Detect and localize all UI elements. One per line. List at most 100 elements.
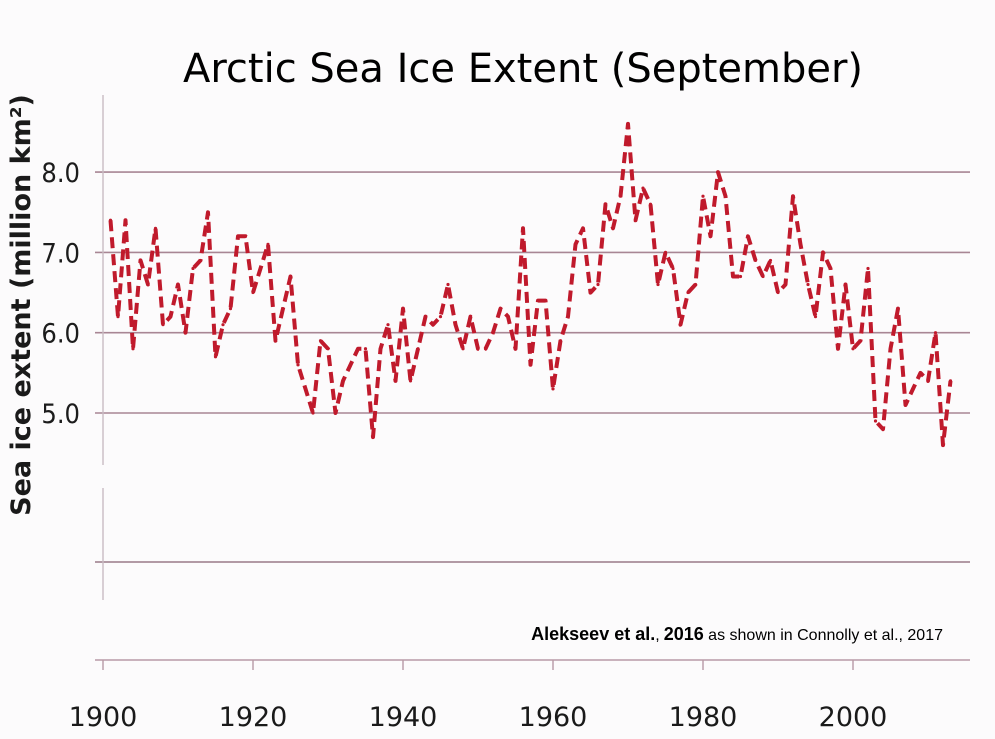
data-point-1997 bbox=[828, 266, 833, 271]
data-point-1987 bbox=[753, 258, 758, 263]
data-point-1971 bbox=[633, 218, 638, 222]
data-point-1949 bbox=[468, 315, 473, 319]
data-point-1924 bbox=[281, 307, 285, 311]
data-point-1912 bbox=[191, 266, 195, 271]
data-point-1948 bbox=[461, 347, 465, 351]
data-point-1973 bbox=[648, 202, 653, 206]
data-point-1901 bbox=[108, 218, 113, 222]
data-point-2001 bbox=[858, 339, 863, 343]
y-tick-label-5.0: 5.0 bbox=[41, 399, 80, 430]
data-point-2013 bbox=[948, 379, 953, 383]
data-point-1913 bbox=[198, 258, 203, 263]
data-point-1923 bbox=[273, 339, 278, 343]
data-point-1941 bbox=[408, 379, 413, 383]
data-point-1984 bbox=[731, 274, 735, 279]
data-point-1911 bbox=[183, 331, 188, 335]
data-point-1938 bbox=[386, 323, 390, 327]
data-point-1916 bbox=[221, 323, 225, 327]
data-point-1944 bbox=[431, 323, 435, 327]
data-point-1968 bbox=[611, 226, 615, 230]
data-point-1905 bbox=[138, 258, 143, 263]
y-axis-label: Sea ice extent (million km²) bbox=[6, 94, 37, 516]
citation-source: as shown in Connolly et al., 2017 bbox=[704, 627, 943, 644]
data-point-2000 bbox=[851, 347, 855, 351]
data-point-1981 bbox=[708, 234, 713, 238]
citation-bold-authors: Alekseev et al. bbox=[531, 624, 655, 644]
data-point-2008 bbox=[911, 387, 915, 391]
data-point-1908 bbox=[161, 323, 165, 327]
y-tick-label-6.0: 6.0 bbox=[41, 319, 80, 350]
data-point-1921 bbox=[258, 266, 263, 271]
data-point-1983 bbox=[723, 194, 728, 198]
data-point-1962 bbox=[566, 315, 570, 319]
data-series bbox=[108, 121, 953, 448]
data-point-1936 bbox=[371, 435, 375, 439]
data-point-1939 bbox=[393, 379, 398, 383]
citation-bold-year: 2016 bbox=[664, 624, 704, 644]
data-point-1958 bbox=[536, 298, 540, 303]
data-point-2011 bbox=[933, 331, 938, 335]
y-tick-label-7.0: 7.0 bbox=[41, 238, 80, 269]
data-point-1904 bbox=[131, 347, 135, 351]
data-point-1928 bbox=[311, 411, 315, 415]
data-point-1918 bbox=[236, 234, 240, 238]
data-point-1977 bbox=[678, 323, 683, 327]
data-point-1932 bbox=[341, 379, 345, 383]
data-point-1999 bbox=[843, 282, 848, 287]
data-point-1933 bbox=[348, 363, 353, 367]
data-point-1946 bbox=[446, 282, 450, 287]
data-point-1967 bbox=[603, 202, 608, 206]
data-point-1951 bbox=[483, 347, 488, 351]
data-point-2004 bbox=[881, 427, 885, 431]
data-point-1929 bbox=[318, 339, 323, 343]
data-point-2006 bbox=[896, 307, 900, 311]
data-point-1937 bbox=[378, 347, 383, 351]
data-point-1917 bbox=[228, 307, 233, 311]
data-point-2002 bbox=[866, 266, 870, 271]
data-point-1976 bbox=[671, 266, 675, 271]
data-point-1927 bbox=[303, 387, 308, 391]
x-tick-label-1960: 1960 bbox=[519, 702, 588, 733]
data-point-1957 bbox=[528, 363, 533, 367]
data-point-1942 bbox=[416, 347, 420, 351]
data-point-1961 bbox=[558, 339, 563, 343]
data-point-1902 bbox=[116, 315, 120, 319]
data-point-1959 bbox=[543, 298, 548, 303]
data-point-1988 bbox=[761, 274, 765, 279]
data-point-1914 bbox=[206, 210, 210, 214]
data-point-1966 bbox=[596, 282, 600, 287]
data-point-1965 bbox=[588, 290, 593, 295]
data-point-1906 bbox=[146, 282, 150, 287]
data-point-2003 bbox=[873, 419, 878, 423]
data-point-1992 bbox=[791, 194, 795, 198]
data-point-2007 bbox=[903, 403, 908, 407]
data-point-1953 bbox=[498, 307, 503, 311]
data-point-1903 bbox=[123, 218, 128, 222]
axes bbox=[95, 95, 970, 670]
data-point-1930 bbox=[326, 347, 330, 351]
data-point-1922 bbox=[266, 242, 270, 246]
data-point-1996 bbox=[821, 250, 825, 254]
data-point-1970 bbox=[626, 122, 630, 126]
data-point-1963 bbox=[573, 242, 578, 246]
data-point-1947 bbox=[453, 323, 458, 327]
data-point-1915 bbox=[213, 355, 218, 359]
data-point-1935 bbox=[363, 347, 368, 351]
data-point-1994 bbox=[806, 282, 810, 287]
data-point-1995 bbox=[813, 315, 818, 319]
data-point-1956 bbox=[521, 226, 525, 230]
data-point-1979 bbox=[693, 282, 698, 287]
data-point-1972 bbox=[641, 186, 645, 190]
data-point-1919 bbox=[243, 234, 248, 238]
x-tick-label-1940: 1940 bbox=[369, 702, 438, 733]
data-point-1907 bbox=[153, 226, 158, 230]
data-point-1964 bbox=[581, 226, 585, 230]
data-point-1980 bbox=[701, 194, 705, 198]
chart-title: Arctic Sea Ice Extent (September) bbox=[183, 46, 863, 92]
data-point-1998 bbox=[836, 347, 840, 351]
data-point-1945 bbox=[438, 315, 443, 319]
data-point-1954 bbox=[506, 315, 510, 319]
